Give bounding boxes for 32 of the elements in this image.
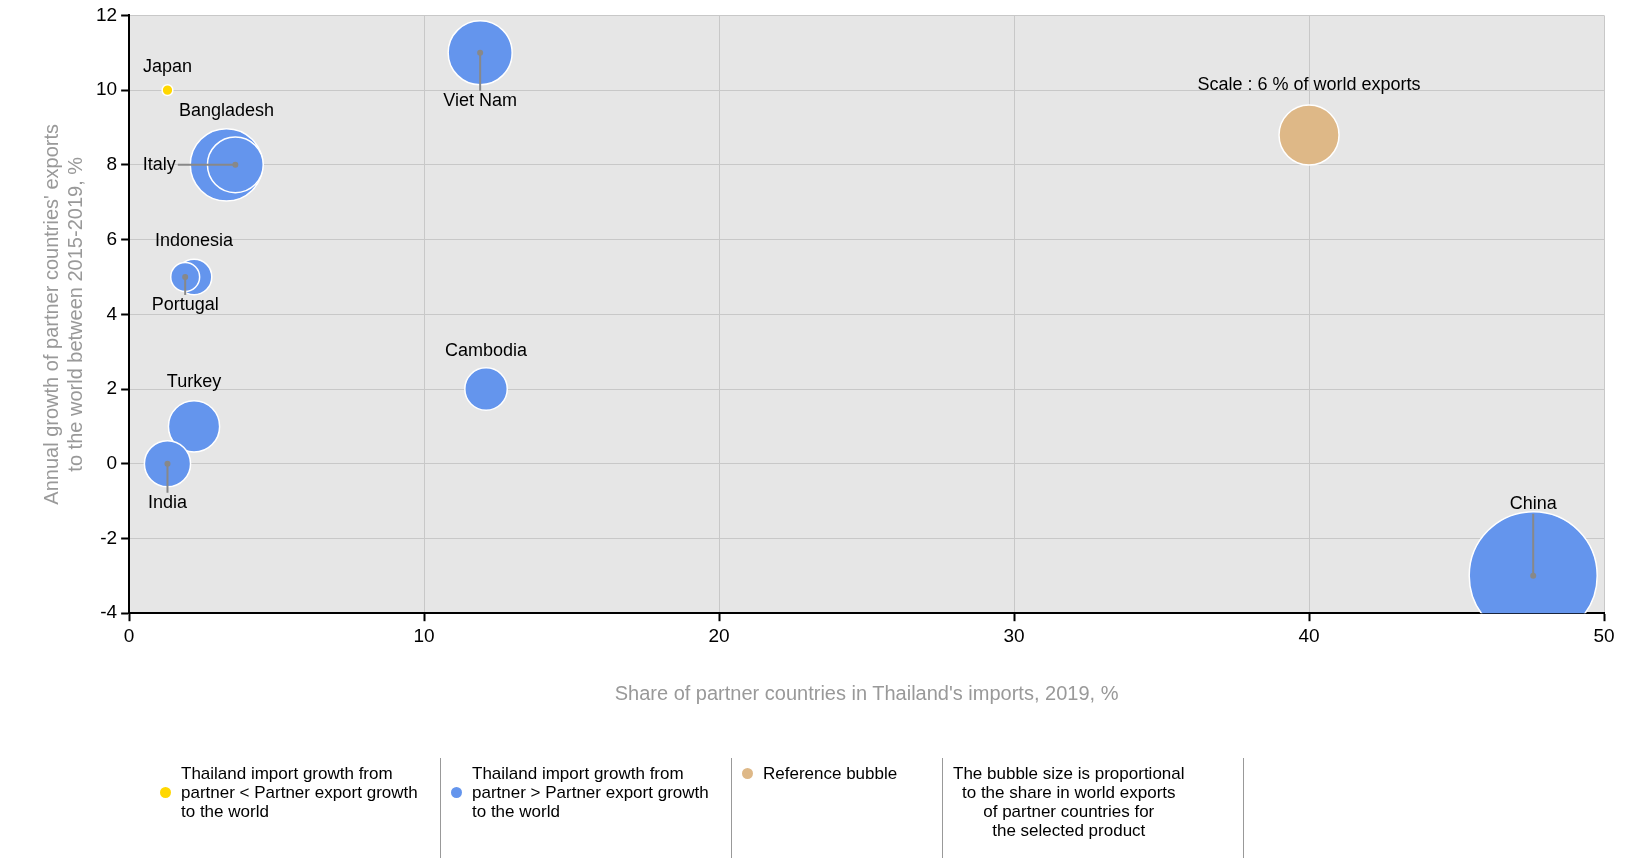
annotation: Cambodia — [445, 339, 529, 360]
y-tick-label: 0 — [106, 451, 118, 473]
y-tick-label: 12 — [95, 3, 118, 25]
y-tick-label: -4 — [100, 601, 118, 623]
annotation: China — [1509, 492, 1558, 513]
annotation: India — [147, 491, 188, 512]
y-tick-label: 4 — [106, 302, 118, 324]
text: The bubble size is proportional to the share in world exports of partner countries for the selected product — [943, 758, 1244, 858]
y-tick-label: 2 — [106, 377, 118, 399]
x-tick-label: 20 — [708, 624, 730, 646]
annotation: Scale : 6 % of world exports — [1197, 73, 1421, 94]
annotation: Viet Nam — [443, 89, 517, 110]
legend-label: Reference bubble — [763, 764, 898, 783]
annotation: Portugal — [151, 293, 219, 314]
annotation: Bangladesh — [178, 99, 275, 120]
x-axis-title: Share of partner countries in Thailand's imports, 2019, % — [614, 681, 1119, 704]
y-tick-label: -2 — [100, 526, 118, 548]
x-tick-label: 30 — [1003, 624, 1025, 646]
annotation: Indonesia — [154, 229, 235, 250]
y-tick-label: 10 — [95, 78, 118, 100]
x-tick-label: 50 — [1593, 624, 1615, 646]
annotation: Japan — [142, 56, 192, 77]
legend-label: Thailand import growth from partner > Partner export growth to the world — [472, 764, 710, 821]
y-tick-label: 8 — [106, 153, 118, 175]
y-tick-label: 6 — [106, 227, 118, 249]
y-axis-title: Annual growth of partner countries' exports to the world between 2015-2019, % — [39, 123, 86, 505]
annotation: Italy — [142, 153, 176, 174]
x-tick-label: 10 — [413, 624, 435, 646]
x-tick-label: 0 — [123, 624, 135, 646]
x-tick-label: 40 — [1298, 624, 1320, 646]
legend-label: Thailand import growth from partner < Partner export growth to the world — [181, 764, 419, 821]
annotation: Turkey — [166, 371, 222, 392]
